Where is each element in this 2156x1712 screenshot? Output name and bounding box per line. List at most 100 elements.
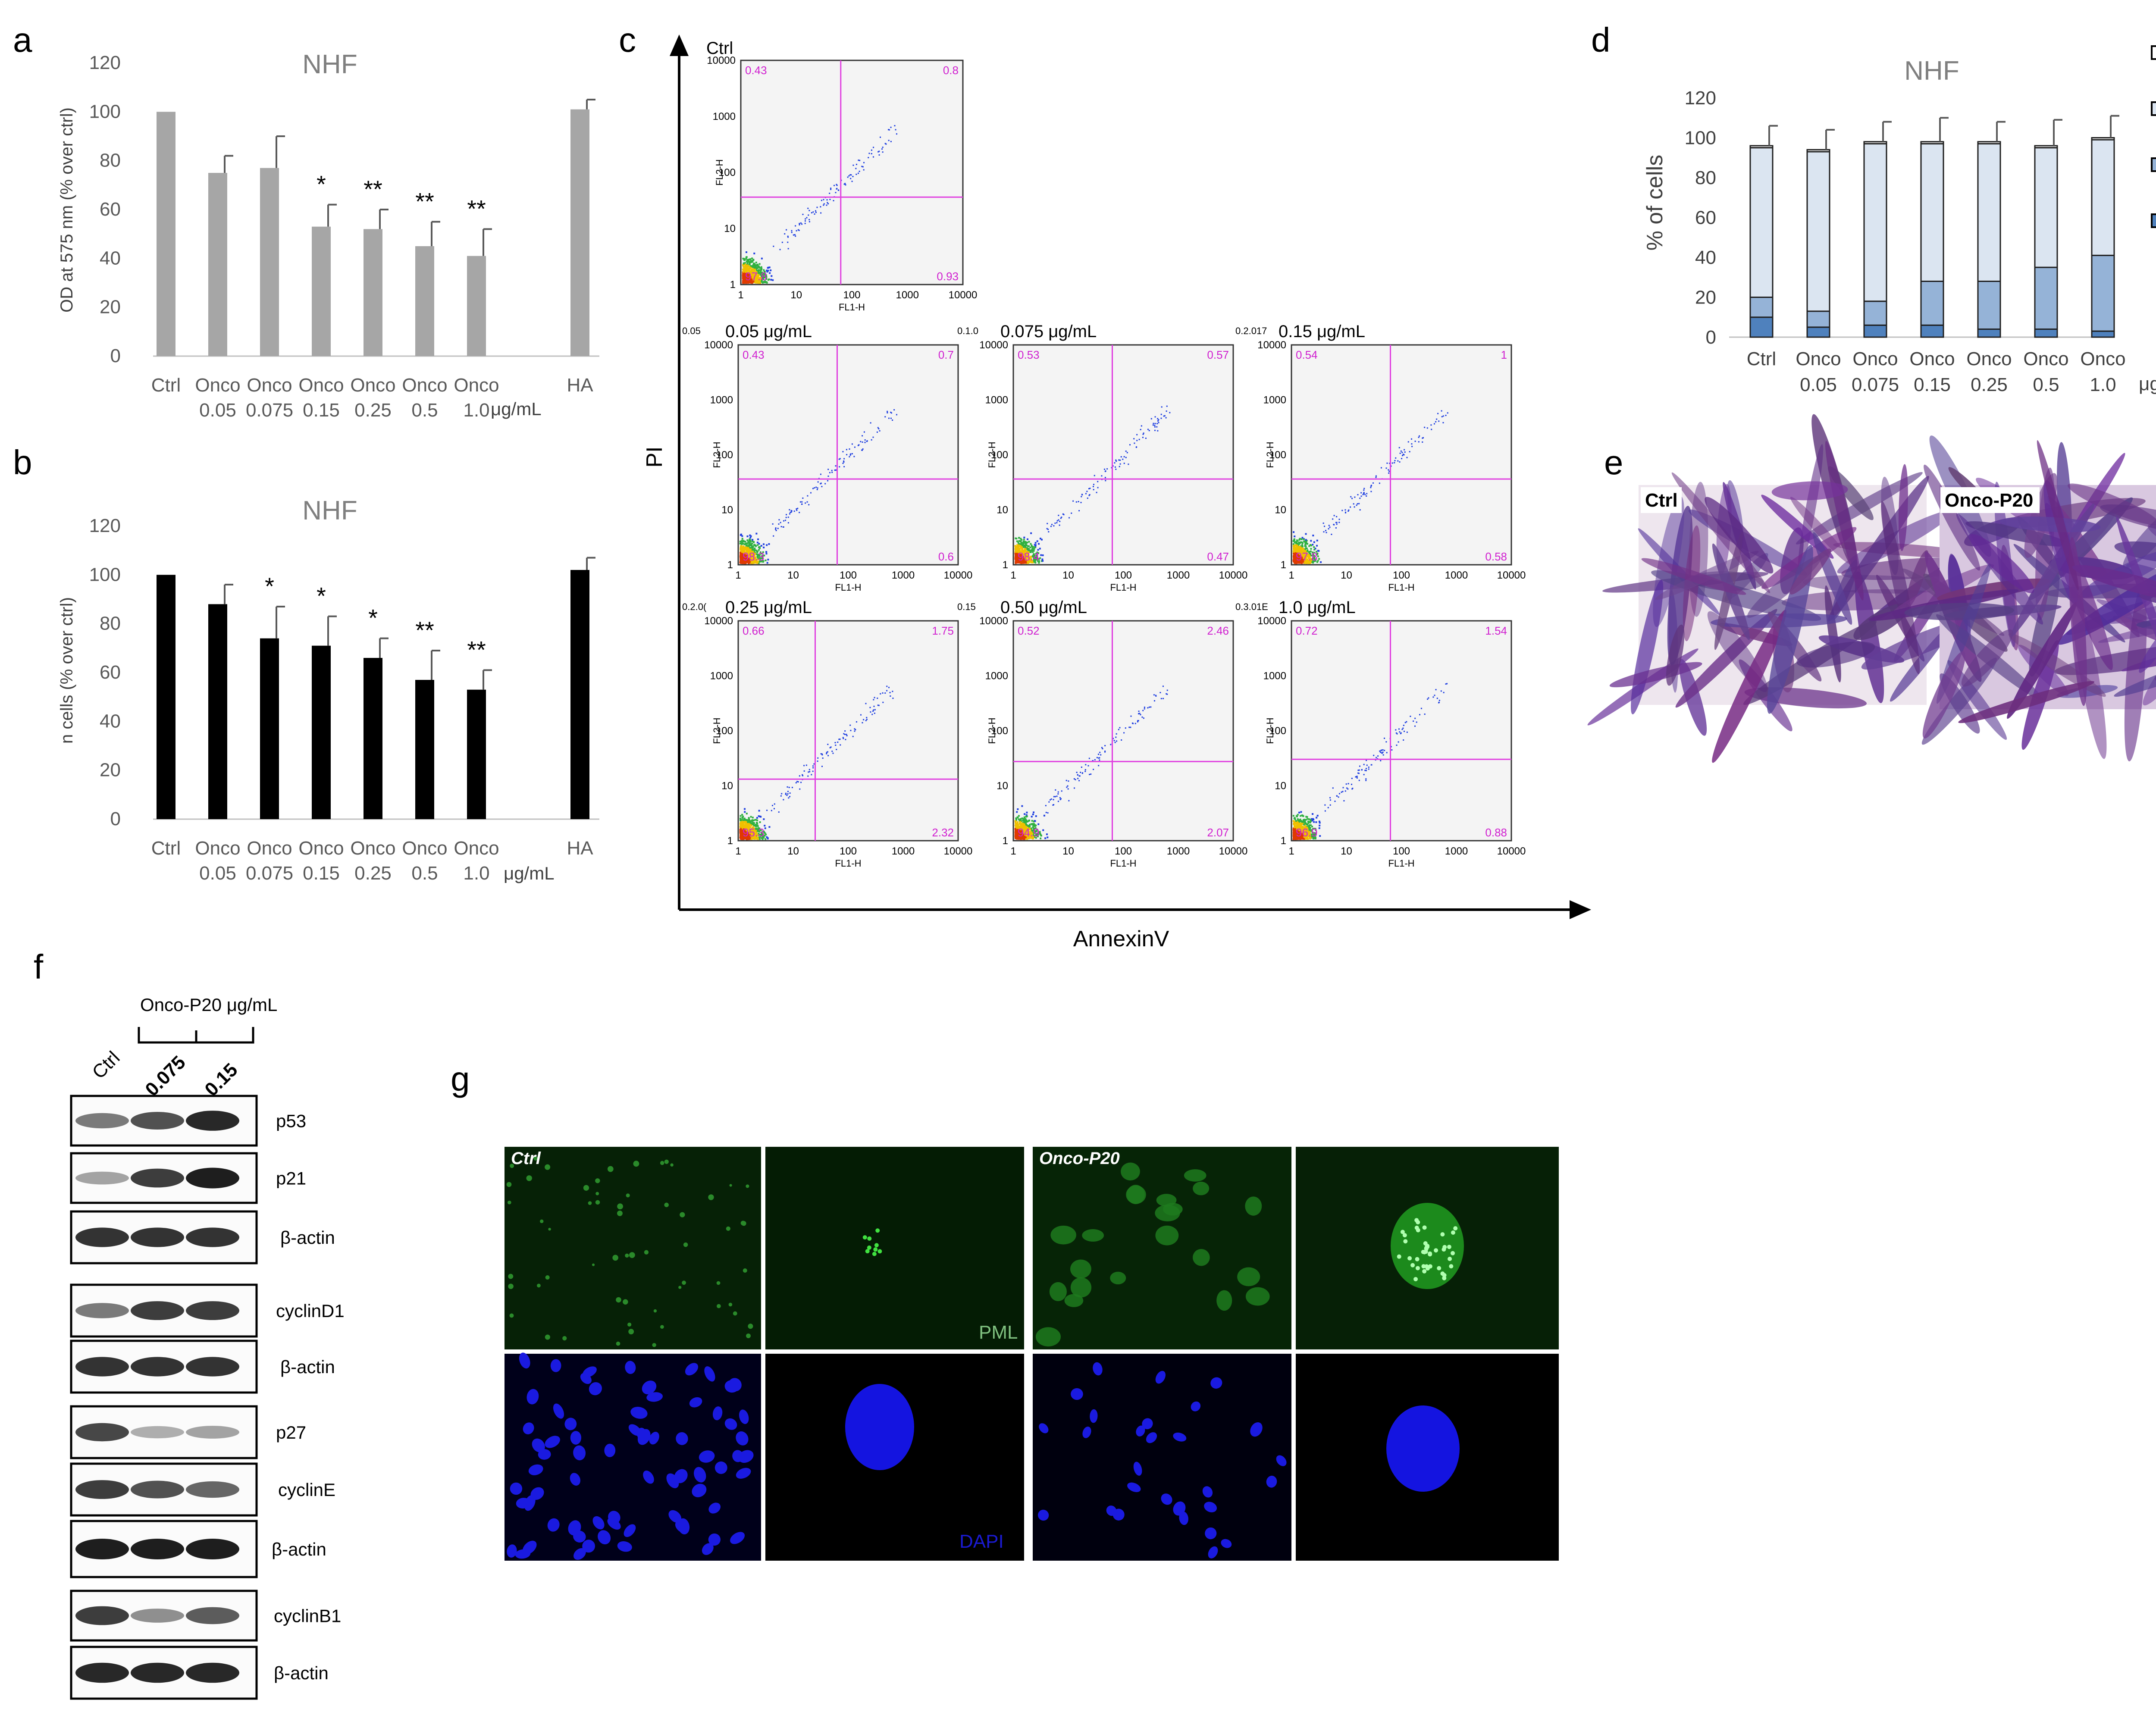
event bbox=[1032, 833, 1034, 835]
event bbox=[1119, 727, 1121, 729]
event bbox=[755, 279, 758, 282]
event bbox=[765, 833, 767, 836]
event bbox=[1157, 430, 1159, 432]
event bbox=[1351, 498, 1353, 499]
event bbox=[807, 775, 809, 777]
event bbox=[1036, 554, 1038, 557]
event bbox=[744, 837, 746, 839]
event bbox=[1037, 833, 1040, 836]
event bbox=[760, 269, 762, 271]
event bbox=[1296, 545, 1298, 547]
event bbox=[1112, 738, 1114, 739]
event bbox=[1304, 558, 1306, 560]
event bbox=[755, 827, 757, 829]
event bbox=[753, 551, 755, 553]
event bbox=[761, 557, 763, 560]
event bbox=[831, 751, 833, 752]
event bbox=[1022, 544, 1024, 546]
event bbox=[744, 259, 746, 261]
event bbox=[1442, 422, 1444, 423]
event bbox=[750, 279, 752, 281]
flow-plot-title: 0.05 μg/mL bbox=[725, 322, 812, 341]
event bbox=[849, 454, 851, 456]
event bbox=[851, 443, 853, 445]
x-tick-label: Onco bbox=[454, 375, 499, 396]
event bbox=[1313, 551, 1316, 554]
flow-x-tick: 10000 bbox=[944, 845, 973, 857]
event bbox=[879, 430, 881, 432]
event bbox=[1363, 489, 1365, 491]
event bbox=[1019, 821, 1021, 823]
chart-a-bars: * ** ** ** bbox=[157, 99, 595, 356]
event bbox=[845, 184, 846, 186]
event bbox=[744, 277, 746, 279]
event bbox=[880, 136, 881, 138]
event bbox=[876, 431, 878, 433]
event bbox=[1022, 824, 1024, 826]
event bbox=[744, 826, 746, 828]
y-tick-label: 0 bbox=[110, 808, 121, 829]
event bbox=[752, 259, 755, 261]
event bbox=[751, 837, 753, 839]
event bbox=[1022, 548, 1024, 550]
event bbox=[1144, 708, 1145, 710]
event bbox=[1411, 446, 1413, 448]
event bbox=[850, 729, 852, 731]
event bbox=[761, 276, 763, 278]
event bbox=[878, 428, 880, 430]
event bbox=[761, 277, 764, 279]
event bbox=[1021, 817, 1023, 820]
event bbox=[808, 214, 809, 216]
event bbox=[1316, 554, 1318, 556]
event bbox=[1359, 509, 1361, 511]
event bbox=[1300, 541, 1302, 543]
flow-y-tick: 1 bbox=[1281, 559, 1286, 571]
event bbox=[1388, 472, 1390, 474]
event bbox=[1305, 543, 1307, 545]
event bbox=[765, 559, 767, 561]
event bbox=[881, 148, 883, 150]
event bbox=[1335, 522, 1337, 523]
event bbox=[747, 282, 749, 284]
event bbox=[1316, 551, 1318, 553]
event bbox=[771, 810, 772, 811]
event bbox=[1336, 523, 1338, 525]
quadrant-ll: 98.3 bbox=[743, 550, 765, 563]
event bbox=[740, 815, 742, 817]
event bbox=[1044, 837, 1047, 839]
event bbox=[1019, 545, 1022, 547]
event bbox=[1375, 476, 1377, 478]
event bbox=[766, 836, 768, 838]
event bbox=[1061, 516, 1062, 518]
quadrant-ll: 98.4 bbox=[1018, 550, 1040, 563]
event bbox=[1139, 713, 1141, 714]
event bbox=[1300, 558, 1302, 560]
event bbox=[1328, 528, 1329, 530]
event bbox=[1025, 558, 1027, 560]
event bbox=[745, 826, 747, 828]
event bbox=[1414, 441, 1416, 442]
event bbox=[843, 466, 845, 467]
event bbox=[1033, 553, 1035, 555]
event bbox=[789, 792, 791, 794]
event bbox=[796, 510, 798, 511]
event bbox=[1154, 429, 1156, 431]
event bbox=[752, 819, 755, 821]
event bbox=[740, 552, 743, 554]
event bbox=[890, 695, 891, 697]
flow-y-axis-label: FL2-H bbox=[711, 717, 722, 744]
panel-letter-a: a bbox=[13, 21, 32, 59]
event bbox=[1388, 469, 1389, 471]
event bbox=[752, 265, 754, 267]
event bbox=[740, 826, 742, 828]
event bbox=[742, 815, 744, 817]
event bbox=[1022, 835, 1025, 837]
event bbox=[746, 548, 749, 551]
event bbox=[843, 738, 844, 739]
event bbox=[740, 558, 742, 560]
event bbox=[1025, 552, 1027, 554]
event bbox=[1130, 715, 1132, 717]
event bbox=[1114, 462, 1116, 464]
event bbox=[1299, 555, 1301, 557]
event bbox=[741, 540, 743, 542]
